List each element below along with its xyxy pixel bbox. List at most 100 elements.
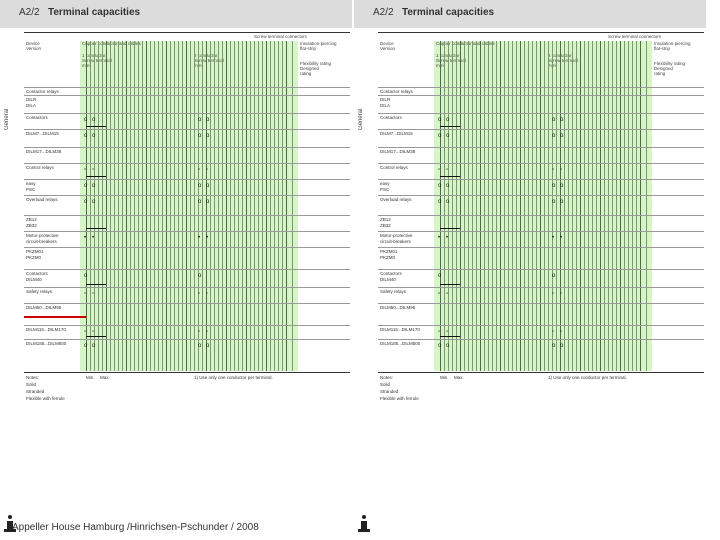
row-label: DILM50...DILM95 [26,305,62,310]
range-line [86,126,106,127]
table-row: Contactors DILM40 o o [24,269,350,287]
capacity-symbol: o [446,117,450,123]
capacity-symbol: ▫ [206,329,209,335]
column-line [584,41,585,371]
table-row: Control relays ▫ ▫ ▫ ▫ [378,163,704,179]
capacity-symbol: ▫ [446,329,449,335]
column-line [472,41,473,371]
capacity-symbol: • [560,235,563,241]
column-line [166,41,167,371]
column-line [608,41,609,371]
table-row: DILR DILA [24,95,350,113]
column-line [452,41,453,371]
table-row: Safety relays ▫ ▫ ▫ ▫ [378,287,704,303]
range-line [86,228,106,229]
capacity-symbol: o [560,117,564,123]
table-row: DILM7...DILM15 o o o o [24,129,350,147]
row-label: easy PSC [26,181,36,192]
column-line [90,41,91,371]
column-line [544,41,545,371]
column-line [182,41,183,371]
main-header: Copper conductor and cables [436,41,495,46]
table-row: DILM17...DILM38 [378,147,704,163]
table-row: DILM7...DILM15 o o o o [378,129,704,147]
column-line [520,41,521,371]
column-line [640,41,641,371]
column-line [576,41,577,371]
page-title: Terminal capacities [402,7,495,18]
table-row: DILM17...DILM38 [24,147,350,163]
table-row: Contactors o o o o [24,113,350,129]
right-page: A2/2 Terminal capacities General Device V… [354,0,706,540]
column-line [524,41,525,371]
capacity-symbol: o [84,273,88,279]
row-label: easy PSC [380,181,390,192]
legend-stranded: Stranded [380,389,399,394]
table-header: Device Version Copper conductor and cable… [24,33,350,87]
legend-min: Min. [440,375,449,380]
column-line [632,41,633,371]
column-line [600,41,601,371]
column-line [138,41,139,371]
second-header: Screw terminal connectors [254,34,308,39]
table-row: Contactor relays [378,87,704,95]
capacity-symbol: ▫ [560,291,563,297]
column-line [242,41,243,371]
capacity-symbol: ▫ [84,329,87,335]
capacity-symbol: o [206,343,210,349]
capacity-symbol: ▫ [206,167,209,173]
row-label: Contactor relays [380,89,413,94]
column-line [194,41,195,371]
column-line [516,41,517,371]
column-line [146,41,147,371]
capacity-symbol: ▫ [560,329,563,335]
column-line [214,41,215,371]
column-line [468,41,469,371]
column-line [226,41,227,371]
column-line [612,41,613,371]
column-line [628,41,629,371]
table-row: DILM115...DILM170 ▫ ▫ ▫ ▫ [378,325,704,339]
capacity-symbol: o [84,343,88,349]
capacity-symbol: o [198,133,202,139]
column-line [552,41,553,371]
column-line [484,41,485,371]
column-line [250,41,251,371]
capacity-symbol: o [206,117,210,123]
table-row: DILM50...DILM95 [24,303,350,325]
table-row: Contactor relays [24,87,350,95]
column-line [122,41,123,371]
capacity-symbol: o [92,199,96,205]
capacity-symbol: ▫ [198,167,201,173]
row-label: DILM115...DILM170 [380,327,420,332]
capacity-symbol: o [552,183,556,189]
column-line [636,41,637,371]
column-line [262,41,263,371]
column-line [540,41,541,371]
column-line [532,41,533,371]
capacity-symbol: o [206,133,210,139]
range-line [440,126,460,127]
column-line [102,41,103,371]
column-line [234,41,235,371]
range-line [86,176,106,177]
table-row: Safety relays ▫ ▫ ▫ ▫ [24,287,350,303]
capacity-symbol: ▫ [438,291,441,297]
row-label: DILM7...DILM15 [380,131,413,136]
capacity-symbol: o [84,133,88,139]
capacity-symbol: • [206,235,209,241]
column-line [592,41,593,371]
column-line [448,41,449,371]
green-zone-right [638,41,652,371]
capacity-symbol: • [552,235,555,241]
capacity-symbol: o [438,273,442,279]
capacities-table: Device Version Copper conductor and cable… [378,32,704,371]
capacity-symbol: o [446,199,450,205]
column-line [246,41,247,371]
capacity-symbol: o [84,117,88,123]
legend-footnote: 1) Use only one conductor per terminal. [548,375,627,380]
green-zone-right [284,41,298,371]
capacity-symbol: o [438,199,442,205]
column-line [596,41,597,371]
capacity-symbol: ▫ [198,291,201,297]
